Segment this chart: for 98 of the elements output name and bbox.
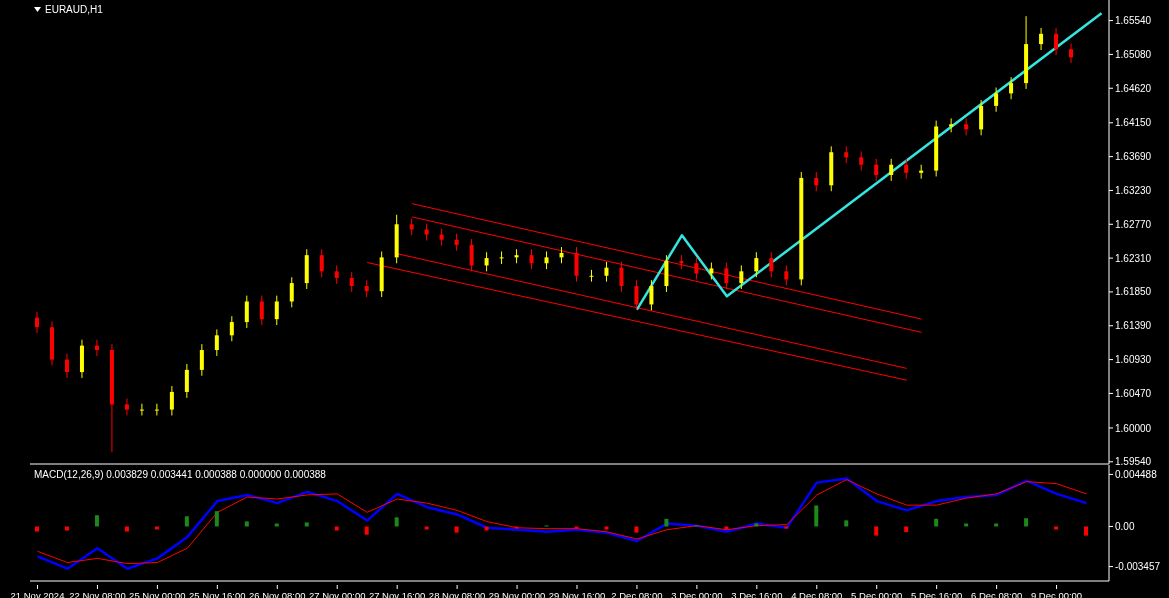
candlestick [124, 398, 129, 416]
candlestick [1009, 76, 1014, 100]
bar [244, 521, 249, 527]
bar [364, 526, 369, 535]
candlestick [649, 279, 654, 311]
candlestick [814, 171, 819, 192]
candlestick [859, 150, 864, 172]
bar [874, 526, 879, 536]
candlestick [289, 276, 294, 308]
candlestick [574, 246, 579, 283]
candlestick [184, 363, 189, 399]
y-tick-label: -0.003457 [1115, 561, 1161, 573]
bar [634, 526, 639, 533]
bar [994, 523, 999, 527]
candlestick [169, 385, 174, 416]
y-tick-label: 1.65540 [1115, 15, 1152, 27]
candlestick [259, 295, 264, 326]
bar [64, 526, 69, 531]
bar [814, 505, 819, 527]
y-tick-label: 0.004488 [1115, 468, 1158, 480]
y-tick-label: 1.60930 [1115, 354, 1152, 366]
candlestick [35, 311, 39, 334]
candlestick [754, 251, 759, 278]
y-tick-label: 1.59540 [1115, 456, 1152, 468]
candlestick [484, 251, 489, 272]
candlestick [1039, 27, 1044, 51]
candlestick [904, 158, 909, 180]
y-tick-label: 0.00 [1115, 521, 1135, 533]
candlestick [1054, 27, 1059, 56]
candlestick [739, 264, 744, 290]
candlestick [634, 279, 639, 311]
y-tick-label: 1.62310 [1115, 252, 1152, 264]
candlestick [499, 250, 504, 265]
y-tick-label: 1.63230 [1115, 185, 1152, 196]
bar [214, 511, 219, 527]
candlestick [529, 248, 534, 270]
bar [484, 526, 489, 531]
bar [604, 526, 609, 530]
candlestick [979, 99, 984, 136]
y-tick-label: 1.61850 [1115, 286, 1152, 298]
bar [1084, 526, 1089, 536]
candlestick [229, 315, 234, 342]
bar [664, 518, 669, 527]
bar [424, 526, 429, 530]
y-tick-label: 1.64620 [1115, 82, 1152, 94]
y-tick-label: 1.62770 [1115, 218, 1152, 230]
candlestick [964, 117, 969, 136]
candlestick [349, 271, 354, 293]
bar [724, 526, 729, 530]
bar [94, 515, 99, 527]
candlestick [244, 295, 249, 329]
candlestick [214, 328, 219, 357]
candlestick [994, 87, 999, 113]
bar [784, 526, 789, 529]
bar [124, 526, 129, 532]
candlestick [199, 343, 204, 377]
candlestick [604, 261, 609, 283]
y-tick-label: 1.63690 [1115, 151, 1152, 163]
candlestick [724, 262, 729, 290]
bar [184, 516, 189, 527]
bar [964, 523, 969, 527]
bar [1054, 526, 1059, 530]
candlestick [334, 264, 339, 285]
chart-title: MACD(12,26,9) 0.003829 0.003441 0.000388 0.000000 0.000388 [34, 469, 326, 480]
candlestick [1069, 42, 1074, 64]
candlestick [769, 251, 774, 278]
candlestick [784, 264, 789, 286]
bar [35, 526, 39, 532]
y-tick-label: 1.60000 [1115, 422, 1152, 434]
candlestick [619, 261, 624, 293]
bar [304, 522, 309, 527]
bar [514, 526, 519, 529]
line-series [635, 11, 1103, 311]
y-tick-label: 1.60470 [1115, 387, 1152, 399]
bar [904, 526, 909, 533]
bar [844, 520, 849, 527]
candlestick [139, 403, 144, 416]
bar [154, 526, 159, 530]
candlestick [274, 295, 279, 326]
candlestick [64, 353, 69, 379]
candlestick [694, 256, 699, 280]
candlestick [889, 158, 894, 182]
bar [274, 523, 279, 527]
bar [754, 523, 759, 527]
bar [394, 517, 399, 527]
candlestick [589, 269, 594, 283]
candlestick [319, 248, 324, 278]
y-tick-label: 1.64150 [1115, 117, 1152, 129]
bar [334, 526, 339, 531]
bar [934, 518, 939, 527]
y-tick-label: 1.61390 [1115, 320, 1152, 332]
chart-title: EURAUD,H1 [45, 4, 103, 15]
candlestick [154, 403, 159, 416]
bar [1024, 518, 1029, 527]
candlestick [874, 158, 879, 182]
bar [454, 526, 459, 533]
bar [574, 526, 579, 529]
y-tick-label: 1.65080 [1115, 48, 1152, 60]
